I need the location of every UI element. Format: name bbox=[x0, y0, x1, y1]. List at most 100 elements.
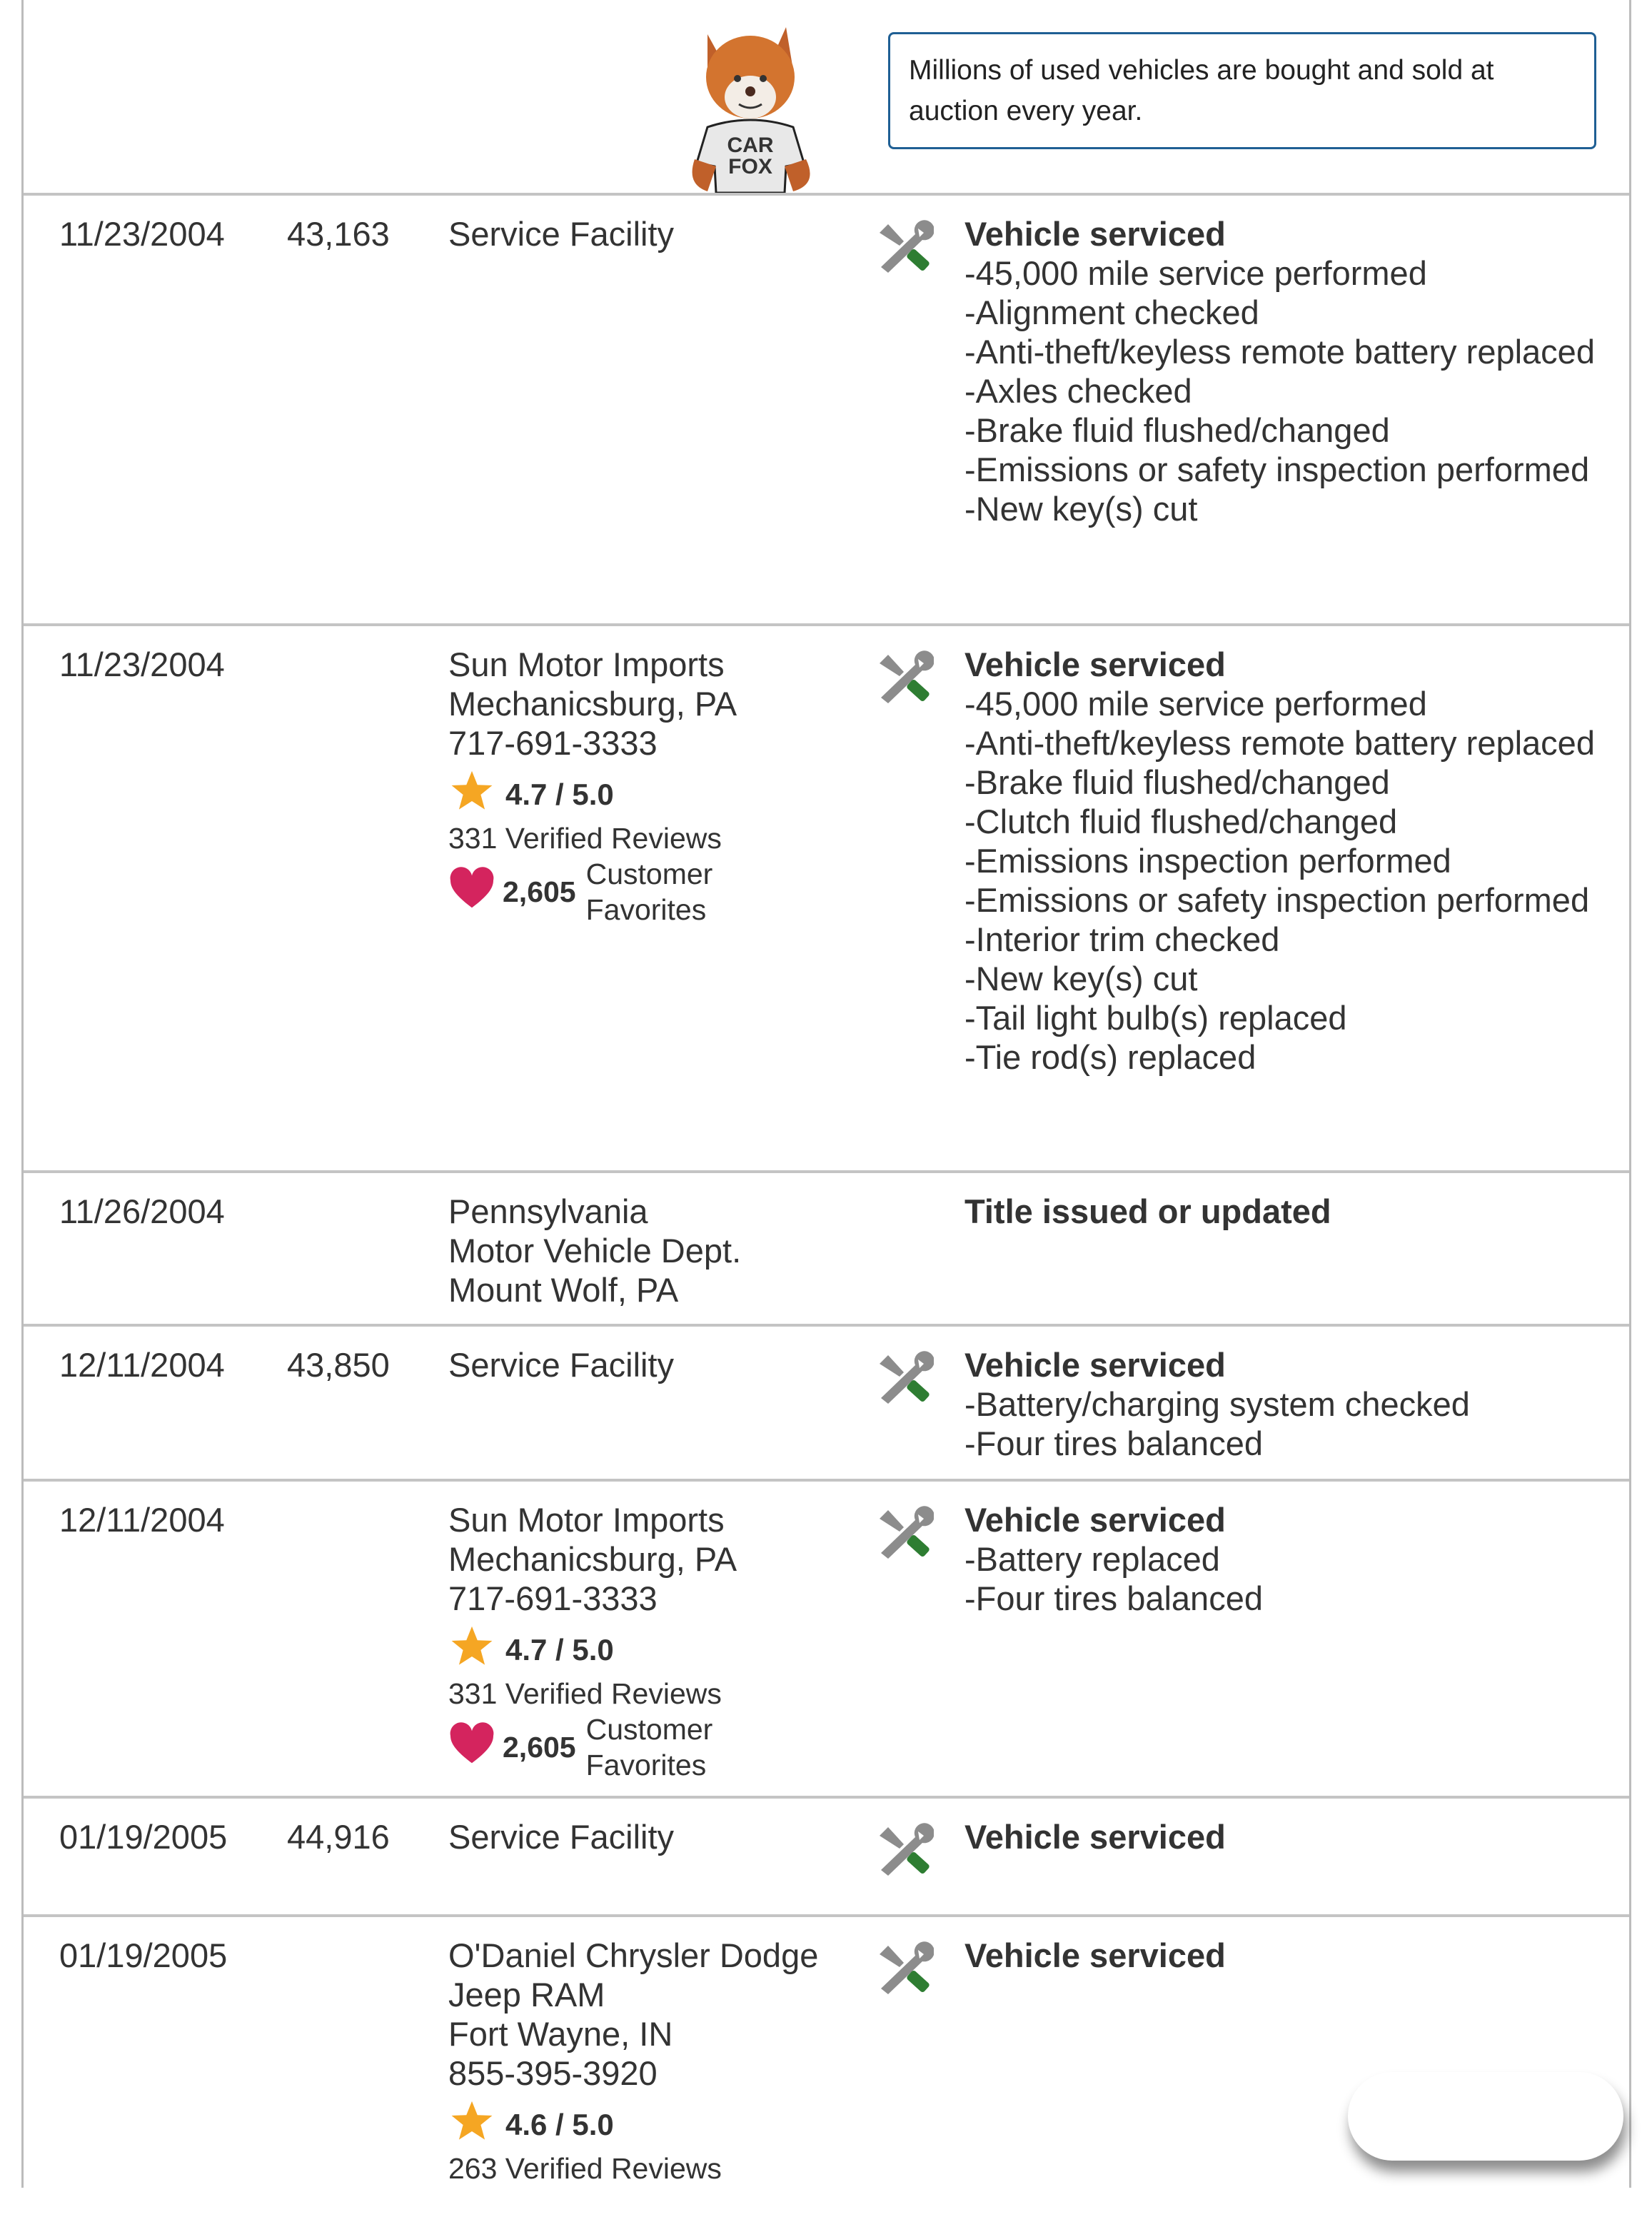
source-line: 855-395-3920 bbox=[448, 2054, 658, 2092]
rating-value: 4.6 / 5.0 bbox=[505, 2107, 614, 2141]
source-line: 717-691-3333 bbox=[448, 1579, 658, 1617]
history-panel: CAR FOX Millions of used vehicles are bo… bbox=[21, 0, 1631, 2188]
heart-icon bbox=[448, 1721, 503, 1773]
record-title: Vehicle serviced bbox=[964, 1818, 1226, 1856]
verified-reviews-link[interactable]: 331 Verified Reviews bbox=[448, 822, 722, 855]
history-record-row: 11/23/2004 43,163 Service Facility Vehic… bbox=[24, 196, 1629, 626]
record-title: Vehicle serviced bbox=[964, 645, 1226, 683]
record-date: 01/19/2005 bbox=[59, 1818, 228, 1856]
record-detail-item: -Emissions inspection performed bbox=[964, 842, 1451, 880]
source-line: Pennsylvania bbox=[448, 1192, 648, 1230]
record-details: Title issued or updated bbox=[964, 1192, 1607, 1231]
history-record-row: 01/19/2005 44,916 Service Facility Vehic… bbox=[24, 1799, 1629, 1917]
service-wrench-icon bbox=[874, 1821, 935, 1881]
svg-text:CAR: CAR bbox=[727, 134, 774, 157]
record-detail-item: -Anti-theft/keyless remote battery repla… bbox=[964, 724, 1595, 762]
record-date: 11/23/2004 bbox=[59, 215, 225, 253]
rating: 4.7 / 5.0 bbox=[448, 1624, 877, 1676]
verified-reviews-link[interactable]: 263 Verified Reviews bbox=[448, 2152, 722, 2185]
record-mileage: 43,163 bbox=[287, 215, 390, 253]
source-line: Sun Motor Imports bbox=[448, 645, 725, 683]
record-detail-item: -Interior trim checked bbox=[964, 920, 1280, 958]
source-line: 717-691-3333 bbox=[448, 724, 658, 762]
history-record-row: 01/19/2005 O'Daniel Chrysler Dodge Jeep R… bbox=[24, 1917, 1629, 2217]
favorites-label: Customer Favorites bbox=[585, 858, 713, 926]
source-line: Service Facility bbox=[448, 215, 675, 253]
record-detail-item: -Anti-theft/keyless remote battery repla… bbox=[964, 333, 1595, 371]
record-details: Vehicle serviced -Battery replaced -Four t… bbox=[964, 1500, 1607, 1618]
record-date: 11/23/2004 bbox=[59, 645, 225, 683]
record-details: Vehicle serviced -45,000 mile service per… bbox=[964, 645, 1607, 1077]
heart-icon bbox=[448, 866, 503, 918]
record-detail-item: -Four tires balanced bbox=[964, 1579, 1263, 1617]
favorites-label: Customer Favorites bbox=[585, 1713, 713, 1781]
customer-favorites: 2,605 Customer Favorites bbox=[448, 1711, 877, 1783]
record-source: Service Facility bbox=[448, 214, 877, 253]
record-details: Vehicle serviced bbox=[964, 1817, 1607, 1856]
record-detail-item: -45,000 mile service performed bbox=[964, 685, 1427, 723]
record-title: Vehicle serviced bbox=[964, 1501, 1226, 1539]
record-title: Title issued or updated bbox=[964, 1192, 1331, 1230]
service-wrench-icon bbox=[874, 1504, 935, 1564]
record-title: Vehicle serviced bbox=[964, 1936, 1226, 1974]
record-detail-item: -Brake fluid flushed/changed bbox=[964, 763, 1390, 801]
record-detail-item: -Battery replaced bbox=[964, 1540, 1220, 1578]
record-detail-item: -Emissions or safety inspection performe… bbox=[964, 451, 1590, 488]
record-source: Service Facility bbox=[448, 1345, 877, 1384]
source-line: Mount Wolf, PA bbox=[448, 1271, 679, 1309]
source-line: Fort Wayne, IN bbox=[448, 2015, 673, 2053]
car-fox-mascot: CAR FOX bbox=[692, 27, 810, 193]
service-wrench-icon bbox=[874, 1349, 935, 1409]
history-record-row: 12/11/2004 Sun Motor Imports Mechanicsbur… bbox=[24, 1482, 1629, 1799]
history-record-row: 11/23/2004 Sun Motor Imports Mechanicsbur… bbox=[24, 626, 1629, 1173]
source-line: O'Daniel Chrysler Dodge bbox=[448, 1936, 819, 1974]
record-detail-item: -Four tires balanced bbox=[964, 1424, 1263, 1462]
record-source: Sun Motor Imports Mechanicsburg, PA 717-69… bbox=[448, 1500, 877, 1783]
rating-value: 4.7 / 5.0 bbox=[505, 1632, 614, 1666]
record-detail-item: -Emissions or safety inspection performe… bbox=[964, 881, 1590, 919]
source-line: Mechanicsburg, PA bbox=[448, 1540, 737, 1578]
history-record-row: 11/26/2004 Pennsylvania Motor Vehicle Dep… bbox=[24, 1173, 1629, 1327]
record-details: Vehicle serviced bbox=[964, 1936, 1607, 1975]
auction-callout: Millions of used vehicles are bought and… bbox=[888, 32, 1596, 149]
record-details: Vehicle serviced -Battery/charging system… bbox=[964, 1345, 1607, 1463]
service-wrench-icon bbox=[874, 218, 935, 278]
record-detail-item: -Axles checked bbox=[964, 372, 1192, 410]
record-detail-item: -New key(s) cut bbox=[964, 490, 1198, 528]
banner: CAR FOX Millions of used vehicles are bo… bbox=[24, 0, 1629, 196]
favorites-count: 2,605 bbox=[503, 1731, 576, 1764]
record-details: Vehicle serviced -45,000 mile service per… bbox=[964, 214, 1607, 528]
source-line: Sun Motor Imports bbox=[448, 1501, 725, 1539]
record-mileage: 44,916 bbox=[287, 1818, 390, 1856]
record-source: Pennsylvania Motor Vehicle Dept. Mount Wol… bbox=[448, 1192, 877, 1309]
record-source: Service Facility bbox=[448, 1817, 877, 1856]
record-detail-item: -Tie rod(s) replaced bbox=[964, 1038, 1256, 1076]
record-date: 01/19/2005 bbox=[59, 1936, 228, 1974]
service-wrench-icon bbox=[874, 1940, 935, 2000]
record-detail-item: -Clutch fluid flushed/changed bbox=[964, 803, 1398, 840]
record-title: Vehicle serviced bbox=[964, 1346, 1226, 1384]
record-detail-item: -New key(s) cut bbox=[964, 960, 1198, 997]
service-wrench-icon bbox=[874, 649, 935, 709]
verified-reviews-link[interactable]: 331 Verified Reviews bbox=[448, 1677, 722, 1710]
source-line: Motor Vehicle Dept. bbox=[448, 1232, 742, 1270]
floating-action-button[interactable] bbox=[1348, 2072, 1623, 2161]
svg-text:FOX: FOX bbox=[728, 155, 772, 179]
favorites-count: 2,605 bbox=[503, 875, 576, 908]
source-line: Mechanicsburg, PA bbox=[448, 685, 737, 723]
record-mileage: 43,850 bbox=[287, 1346, 390, 1384]
record-detail-item: -Brake fluid flushed/changed bbox=[964, 411, 1390, 449]
star-icon bbox=[448, 1624, 505, 1676]
rating: 4.6 / 5.0 bbox=[448, 2098, 877, 2151]
rating-value: 4.7 / 5.0 bbox=[505, 777, 614, 811]
record-detail-item: -45,000 mile service performed bbox=[964, 254, 1427, 292]
record-date: 12/11/2004 bbox=[59, 1501, 225, 1539]
star-icon bbox=[448, 768, 505, 820]
record-source: O'Daniel Chrysler Dodge Jeep RAM Fort Wayn… bbox=[448, 1936, 877, 2186]
record-date: 11/26/2004 bbox=[59, 1192, 225, 1230]
record-detail-item: -Battery/charging system checked bbox=[964, 1385, 1470, 1423]
source-line: Service Facility bbox=[448, 1818, 675, 1856]
customer-favorites: 2,605 Customer Favorites bbox=[448, 856, 877, 927]
record-detail-item: -Tail light bulb(s) replaced bbox=[964, 999, 1347, 1037]
record-detail-item: -Alignment checked bbox=[964, 293, 1259, 331]
